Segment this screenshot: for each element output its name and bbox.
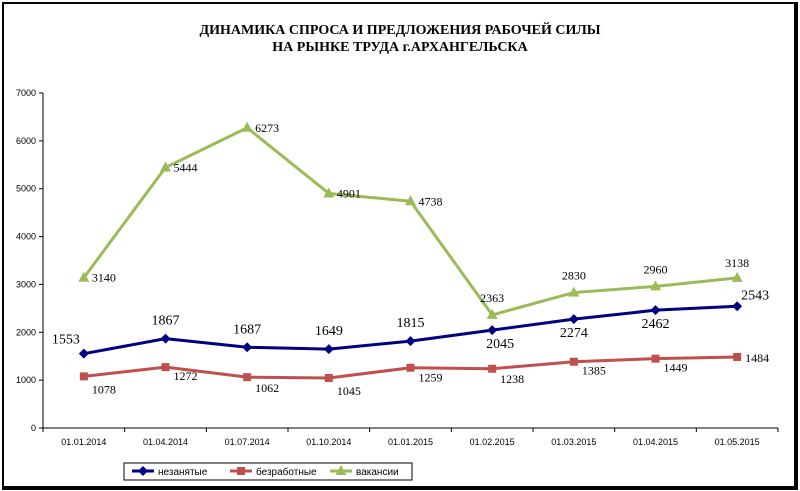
- data-point: [160, 333, 171, 344]
- data-label: 1385: [582, 364, 606, 378]
- legend-marker: [138, 466, 148, 476]
- data-point: [241, 121, 253, 132]
- data-point: [242, 342, 253, 353]
- legend: незанятые безработные вакансии: [123, 462, 413, 481]
- data-label: 2274: [560, 326, 588, 341]
- data-label: 1062: [255, 381, 279, 395]
- x-tick-label: 01.03.2015: [551, 437, 596, 447]
- data-point: [568, 314, 579, 325]
- x-tick-label: 01.01.2014: [61, 437, 106, 447]
- data-label: 2960: [644, 262, 668, 276]
- legend-label: незанятые: [158, 467, 208, 478]
- y-tick-label: 1000: [16, 375, 36, 385]
- legend-label: вакансии: [356, 467, 399, 478]
- legend-marker: [335, 465, 347, 475]
- y-tick-label: 6000: [16, 136, 36, 146]
- data-point: [323, 187, 335, 198]
- data-point: [732, 301, 743, 312]
- data-point: [324, 373, 333, 382]
- data-point: [733, 352, 742, 361]
- data-point: [568, 286, 580, 297]
- data-point: [405, 336, 416, 347]
- x-tick-label: 01.05.2015: [715, 437, 760, 447]
- chart-title-line-1: ДИНАМИКА СПРОСА И ПРЕДЛОЖЕНИЯ РАБОЧЕЙ СИ…: [199, 21, 600, 38]
- data-label: 1867: [152, 314, 180, 329]
- data-point: [243, 373, 252, 382]
- series-2: [78, 121, 743, 319]
- data-point: [406, 363, 415, 372]
- x-tick-label: 01.10.2014: [306, 437, 351, 447]
- data-label: 1045: [337, 384, 361, 398]
- x-tick-label: 01.04.2014: [143, 437, 188, 447]
- plot-area: 1553 1867 1687 1649 1815 2045 2274 2462 2543 1078…: [52, 121, 769, 398]
- y-tick-label: 5000: [16, 184, 36, 194]
- data-label: 1815: [397, 316, 425, 331]
- data-label: 3138: [725, 256, 749, 270]
- series-0: [78, 301, 743, 359]
- data-point: [651, 354, 660, 363]
- legend-label: безработные: [256, 466, 317, 478]
- data-point: [79, 372, 88, 381]
- y-tick-label: 4000: [16, 232, 36, 242]
- x-tick-label: 01.02.2015: [470, 437, 515, 447]
- data-label: 1553: [52, 333, 80, 348]
- data-label: 2462: [642, 317, 670, 332]
- data-label: 5444: [174, 160, 198, 174]
- data-point: [78, 348, 89, 359]
- data-label: 2363: [480, 291, 504, 305]
- data-label: 6273: [255, 121, 279, 135]
- data-point: [650, 280, 661, 291]
- data-point: [486, 308, 498, 319]
- data-label: 2045: [486, 337, 514, 352]
- data-point: [160, 161, 171, 172]
- data-point: [731, 271, 743, 282]
- data-point: [323, 344, 334, 355]
- data-label: 1078: [92, 382, 116, 396]
- data-label: 4901: [337, 186, 361, 200]
- data-label: 1687: [233, 322, 261, 337]
- data-point: [78, 271, 90, 282]
- series-1: [79, 352, 742, 382]
- y-tick-label: 2000: [16, 327, 36, 337]
- y-tick-label: 7000: [16, 88, 36, 98]
- data-label: 1484: [745, 351, 769, 365]
- data-label: 1449: [664, 361, 688, 375]
- data-label: 1259: [419, 371, 443, 385]
- chart-title-line-2: НА РЫНКЕ ТРУДА г.АРХАНГЕЛЬСКА: [272, 40, 528, 55]
- y-tick-label: 3000: [16, 279, 36, 289]
- data-label: 1272: [174, 369, 198, 383]
- data-point: [161, 363, 170, 372]
- data-point: [569, 357, 578, 366]
- data-label: 2830: [562, 269, 586, 283]
- series-line: [82, 126, 738, 317]
- data-point: [650, 305, 661, 316]
- legend-marker: [237, 467, 245, 475]
- x-tick-label: 01.01.2015: [388, 437, 433, 447]
- axes: 0 1000 2000 3000 4000 5000 6000 7000 01.01.2014 0…: [16, 88, 779, 447]
- y-tick-label: 0: [31, 423, 36, 433]
- data-point: [488, 364, 497, 373]
- data-label: 4738: [419, 194, 443, 208]
- x-tick-label: 01.04.2015: [633, 437, 678, 447]
- data-point: [405, 195, 416, 206]
- data-label: 1649: [315, 324, 343, 339]
- data-label: 1238: [500, 372, 524, 386]
- data-point: [487, 325, 498, 336]
- data-label: 3140: [92, 271, 116, 285]
- x-tick-label: 01.07.2014: [225, 437, 270, 447]
- data-label: 2543: [741, 288, 769, 303]
